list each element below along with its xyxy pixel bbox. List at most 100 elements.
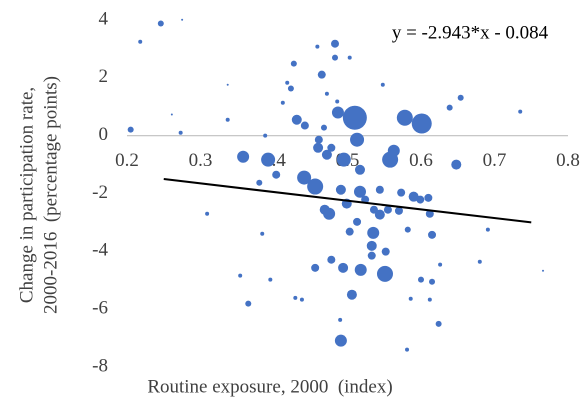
bubble [338,317,343,322]
y-tick-label: 0 [99,124,109,145]
bubble [367,226,380,239]
bubble [272,170,281,179]
y-axis-title: 2000-2016 (percentage points) [40,76,61,314]
bubble [299,297,304,302]
trend-line [163,178,532,224]
bubble [387,144,400,157]
bubble [315,44,320,49]
x-tick-label: 0.3 [189,150,213,171]
bubble [354,263,367,276]
bubble [381,247,390,256]
bubble [225,117,230,122]
bubble [307,178,324,195]
y-tick-label: 4 [99,8,109,29]
bubble [181,18,184,21]
bubble [237,150,250,163]
bubble [300,121,309,130]
bubble [335,184,346,195]
bubble [323,207,336,220]
bubble [280,100,285,105]
bubble [327,255,336,264]
bubble [260,231,265,236]
bubble [293,295,298,300]
bubble [346,289,357,300]
bubble [138,39,143,44]
bubble [457,94,464,101]
bubble [518,109,523,114]
bubble [376,265,393,282]
bubble [424,193,433,202]
bubble [226,83,229,86]
bubble [418,276,424,283]
bubble [429,278,436,285]
bubble [342,105,367,130]
bubble [446,104,453,111]
bubble [353,185,366,198]
bubble [383,205,392,214]
bubble [290,60,297,67]
bubble [408,296,413,301]
bubble [353,217,362,226]
bubble [261,152,276,167]
bubble [205,211,210,216]
y-tick-label: 2 [99,66,109,87]
bubble [338,262,349,273]
bubble [345,227,354,236]
bubble [170,113,173,116]
trend-equation: y = -2.943*x - 0.084 [392,22,549,43]
bubble [380,82,385,87]
bubble [404,226,411,233]
bubble [336,152,351,167]
bubble [321,149,332,160]
bubble [332,54,339,61]
bubble [354,164,365,175]
bubble [396,109,413,126]
bubble [405,347,410,352]
bubble [178,130,183,135]
bubble [245,300,252,307]
bubble [331,106,344,119]
x-tick-label: 0.7 [483,150,507,171]
bubble [394,206,403,215]
x-tick-label: 0.8 [556,150,580,171]
bubble [435,320,442,327]
bubble [350,132,365,147]
bubble [397,188,406,197]
y-tick-label: -2 [92,182,108,203]
bubble [314,135,323,144]
bubble [335,99,340,104]
bubble [320,124,327,131]
y-tick-label: -8 [92,355,108,376]
y-tick-label: -6 [92,298,108,319]
bubble [427,297,432,302]
x-axis-title: Routine exposure, 2000 (index) [147,376,392,397]
bubble [287,85,294,92]
bubble [375,185,384,194]
bubble [408,191,419,202]
bubble [334,334,347,347]
bubble [428,230,437,239]
bubble [157,20,164,27]
bubble [327,143,336,152]
bubble [485,227,490,232]
bubble [268,277,273,282]
bubble [127,126,134,133]
bubble [367,251,376,260]
bubble [317,70,326,79]
bubble [411,113,432,134]
bubble [263,133,268,138]
y-tick-label: -4 [92,240,108,261]
bubble [542,269,545,272]
bubble [416,195,425,204]
y-axis-title: Change in participation rate, [16,87,37,303]
bubble [238,273,243,278]
bubble [324,91,329,96]
x-tick-label: 0.2 [115,150,139,171]
bubble [451,159,462,170]
bubble [347,55,352,60]
bubble [291,114,302,125]
bubble [297,170,312,185]
bubble [477,259,482,264]
